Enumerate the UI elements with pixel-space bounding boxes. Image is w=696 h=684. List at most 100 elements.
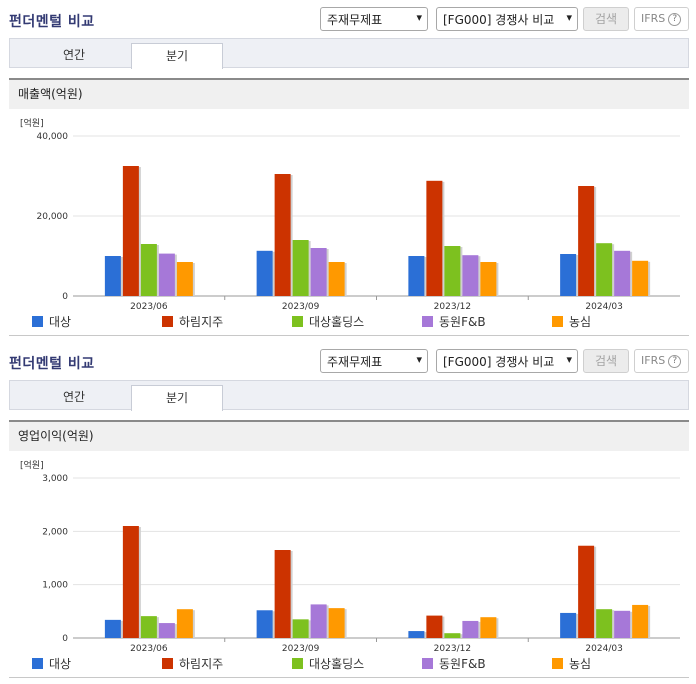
legend-label: 대상홀딩스 [309,315,365,329]
statement-select-value: 주재무제표 [327,355,383,369]
bar-대상홀딩스-2023-09[interactable] [292,619,309,638]
bar-동원f-b-2023-06[interactable] [158,253,175,296]
bar-농심-2023-06[interactable] [176,609,193,638]
bar-하림지주-2024-03[interactable] [578,545,595,638]
x-tick-label: 2023/09 [282,302,320,310]
bar-대상-2024-03[interactable] [560,254,577,296]
bar-농심-2023-06[interactable] [176,262,193,296]
bar-대상홀딩스-2023-06[interactable] [140,244,157,296]
fundamental-panel-2: 펀더멘털 비교 주재무제표 ▾ [FG000] 경쟁사 비교 ▾ 검색 IFRS… [0,342,696,678]
bar-동원f-b-2023-09[interactable] [310,248,327,296]
legend-swatch [292,658,303,669]
bar-대상홀딩스-2024-03[interactable] [596,243,613,296]
y-tick-label: 0 [62,292,68,302]
y-tick-label: 20,000 [37,212,69,222]
bar-대상홀딩스-2023-12[interactable] [444,246,461,296]
tab-quarterly[interactable]: 분기 [131,385,223,411]
bar-하림지주-2023-06[interactable] [122,166,139,296]
chevron-down-icon: ▾ [416,353,422,366]
legend-item-하림지주[interactable]: 하림지주 [162,655,223,672]
legend-label: 대상 [49,315,72,329]
legend-item-대상[interactable]: 대상 [32,655,71,672]
competitor-select[interactable]: [FG000] 경쟁사 비교 ▾ [436,7,578,31]
bar-농심-2023-09[interactable] [328,262,345,296]
bar-하림지주-2023-12[interactable] [426,615,443,638]
bar-동원f-b-2023-12[interactable] [462,255,479,296]
legend-item-하림지주[interactable]: 하림지주 [162,313,223,330]
tab-quarterly[interactable]: 분기 [131,43,223,69]
legend-item-농심[interactable]: 농심 [552,313,591,330]
y-tick-label: 0 [62,634,68,644]
ifrs-label: IFRS [641,12,666,25]
legend-swatch [552,316,563,327]
panel-title: 펀더멘털 비교 [9,14,95,30]
metric-title: 영업이익(억원) [9,420,689,451]
bar-대상홀딩스-2023-09[interactable] [292,240,309,296]
panel-header: 펀더멘털 비교 주재무제표 ▾ [FG000] 경쟁사 비교 ▾ 검색 IFRS… [0,342,696,380]
bar-하림지주-2024-03[interactable] [578,186,595,296]
bar-농심-2023-12[interactable] [480,617,497,638]
divider [9,335,689,336]
bar-하림지주-2023-06[interactable] [122,526,139,638]
bar-하림지주-2023-09[interactable] [274,550,291,638]
revenue-chart: [억원] 0 20,000 40,000 2023/06 2023/09 2023/12 20… [20,117,680,310]
x-tick-label: 2023/06 [130,302,168,310]
ifrs-label: IFRS [641,354,666,367]
legend-item-동원f-b[interactable]: 동원F&B [422,655,486,672]
y-tick-label: 2,000 [42,527,68,537]
x-tick-label: 2024/03 [585,644,622,652]
bar-동원f-b-2023-06[interactable] [158,623,175,638]
bar-동원f-b-2024-03[interactable] [614,250,631,296]
bar-대상-2023-06[interactable] [104,256,121,296]
legend-swatch [422,316,433,327]
ifrs-help-button[interactable]: IFRS? [634,7,689,31]
operating-profit-chart: [억원] 0 1,000 2,000 3,000 2023/06 2023/09 2023/1… [20,459,680,652]
bar-동원f-b-2023-09[interactable] [310,604,327,638]
legend-label: 하림지주 [179,657,224,671]
bar-대상-2023-09[interactable] [256,610,273,638]
bar-대상-2023-12[interactable] [408,631,425,638]
legend-item-대상홀딩스[interactable]: 대상홀딩스 [292,655,364,672]
competitor-select-value: [FG000] 경쟁사 비교 [443,355,555,369]
bar-하림지주-2023-09[interactable] [274,174,291,296]
legend-item-대상[interactable]: 대상 [32,313,71,330]
legend-label: 동원F&B [439,657,486,671]
legend-item-농심[interactable]: 농심 [552,655,591,672]
bar-대상홀딩스-2023-06[interactable] [140,616,157,638]
bar-대상-2023-06[interactable] [104,619,121,638]
bar-대상홀딩스-2023-12[interactable] [444,633,461,638]
statement-select[interactable]: 주재무제표 ▾ [320,7,428,31]
bar-동원f-b-2024-03[interactable] [614,610,631,638]
chevron-down-icon: ▾ [416,11,422,24]
bar-농심-2023-09[interactable] [328,608,345,638]
legend-item-동원f-b[interactable]: 동원F&B [422,313,486,330]
statement-select[interactable]: 주재무제표 ▾ [320,349,428,373]
legend-swatch [162,658,173,669]
chevron-down-icon: ▾ [566,353,572,366]
bar-대상홀딩스-2024-03[interactable] [596,609,613,638]
legend-swatch [162,316,173,327]
bar-농심-2023-12[interactable] [480,262,497,296]
bar-대상-2023-09[interactable] [256,250,273,296]
legend-item-대상홀딩스[interactable]: 대상홀딩스 [292,313,364,330]
bar-대상-2023-12[interactable] [408,256,425,296]
search-button[interactable]: 검색 [583,349,629,373]
bar-하림지주-2023-12[interactable] [426,180,443,296]
fundamental-panel-1: 펀더멘털 비교 주재무제표 ▾ [FG000] 경쟁사 비교 ▾ 검색 IFRS… [0,0,696,336]
tab-annual[interactable]: 연간 [62,48,86,62]
question-icon: ? [668,12,682,26]
ifrs-help-button[interactable]: IFRS? [634,349,689,373]
bar-대상-2024-03[interactable] [560,612,577,638]
x-tick-label: 2024/03 [585,302,622,310]
legend-swatch [292,316,303,327]
search-button[interactable]: 검색 [583,7,629,31]
bar-동원f-b-2023-12[interactable] [462,620,479,638]
metric-title: 매출액(억원) [9,78,689,109]
bar-농심-2024-03[interactable] [632,604,649,638]
legend-label: 동원F&B [439,315,486,329]
competitor-select[interactable]: [FG000] 경쟁사 비교 ▾ [436,349,578,373]
x-tick-label: 2023/06 [130,644,168,652]
legend-label: 대상 [49,657,72,671]
bar-농심-2024-03[interactable] [632,260,649,296]
tab-annual[interactable]: 연간 [62,390,86,404]
